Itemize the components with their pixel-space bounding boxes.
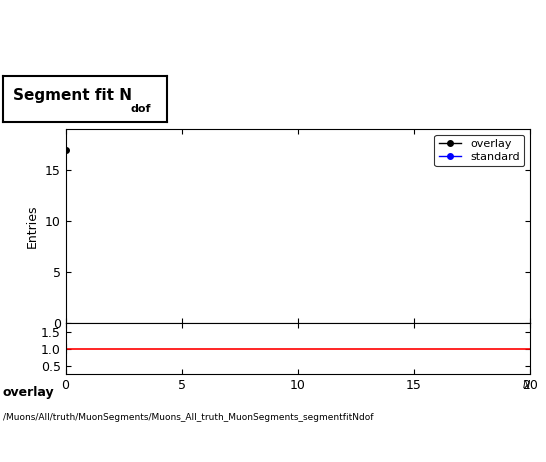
Text: N: N (523, 380, 530, 390)
Text: /Muons/All/truth/MuonSegments/Muons_All_truth_MuonSegments_segmentfitNdof: /Muons/All/truth/MuonSegments/Muons_All_… (3, 413, 373, 422)
Text: dof: dof (130, 104, 151, 115)
Text: overlay: overlay (3, 386, 55, 399)
Y-axis label: Entries: Entries (26, 205, 39, 248)
Text: Segment fit N: Segment fit N (13, 88, 132, 103)
Legend: overlay, standard: overlay, standard (435, 135, 524, 166)
